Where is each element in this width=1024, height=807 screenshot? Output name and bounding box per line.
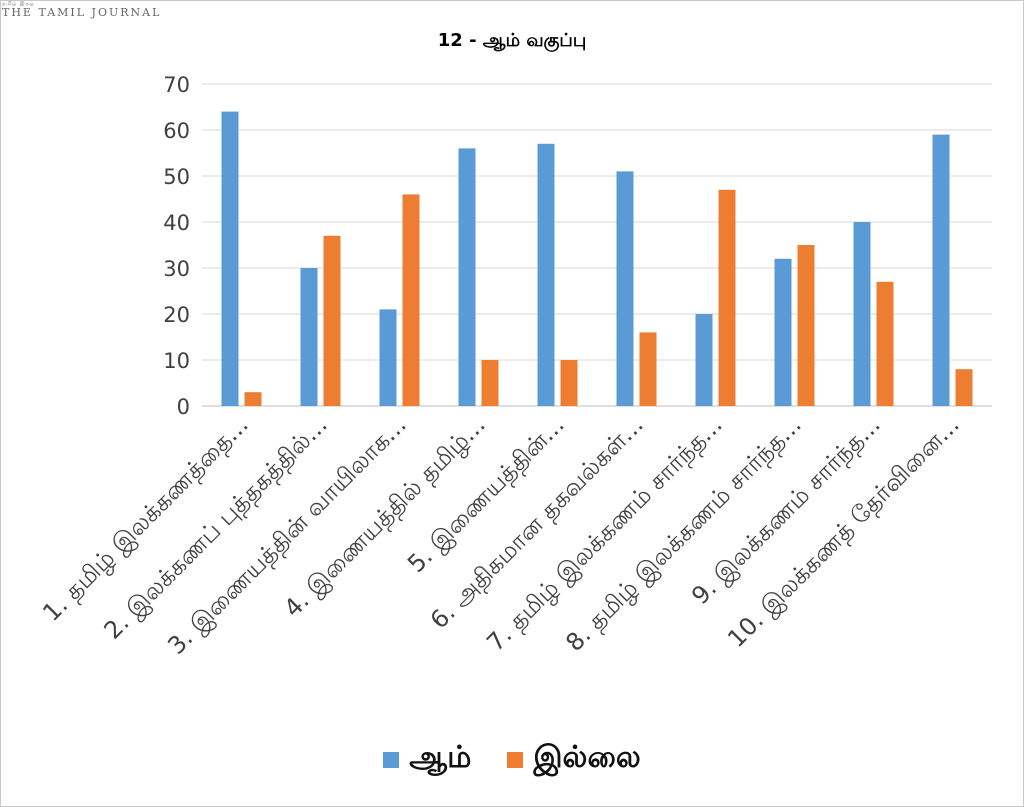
bar-yes [300, 268, 318, 406]
bar-yes [932, 134, 950, 406]
bar-yes [695, 314, 713, 406]
bar-no [560, 360, 578, 406]
bar-yes [379, 309, 397, 406]
bar-no [718, 189, 736, 406]
bar-yes [616, 171, 634, 406]
bar-yes [537, 143, 555, 407]
y-tick-label: 40 [163, 211, 190, 235]
bar-yes [853, 222, 871, 406]
chart-legend: ஆம் இல்லை [0, 740, 1024, 779]
legend-label-yes: ஆம் [409, 740, 472, 775]
watermark-logo: தமிழ் இதழ் THE TAMIL JOURNAL [2, 1, 162, 19]
y-tick-label: 10 [163, 349, 190, 373]
bar-no [639, 332, 657, 406]
y-tick-label: 0 [177, 395, 190, 419]
legend-swatch-no [507, 751, 524, 768]
bar-no [876, 281, 894, 406]
watermark-small-text: தமிழ் இதழ் [2, 1, 35, 7]
legend-swatch-yes [383, 751, 400, 768]
bar-no [955, 369, 973, 406]
y-tick-label: 20 [163, 303, 190, 327]
bar-yes [774, 258, 792, 406]
watermark-main-text: THE TAMIL JOURNAL [2, 6, 162, 19]
bar-no [244, 392, 262, 406]
legend-item-no: இல்லை [507, 740, 641, 779]
chart-title: 12 - ஆம் வகுப்பு [437, 30, 587, 51]
bar-no [797, 245, 815, 406]
bar-yes [458, 148, 476, 406]
bar-no [323, 235, 341, 406]
y-tick-label: 50 [163, 165, 190, 189]
bar-yes [221, 111, 239, 406]
legend-item-yes: ஆம் [383, 740, 471, 779]
bar-no [481, 360, 499, 406]
bar-no [402, 194, 420, 406]
y-tick-label: 30 [163, 257, 190, 281]
legend-label-no: இல்லை [533, 740, 641, 775]
y-tick-label: 60 [163, 119, 190, 143]
y-tick-label: 70 [163, 73, 190, 97]
